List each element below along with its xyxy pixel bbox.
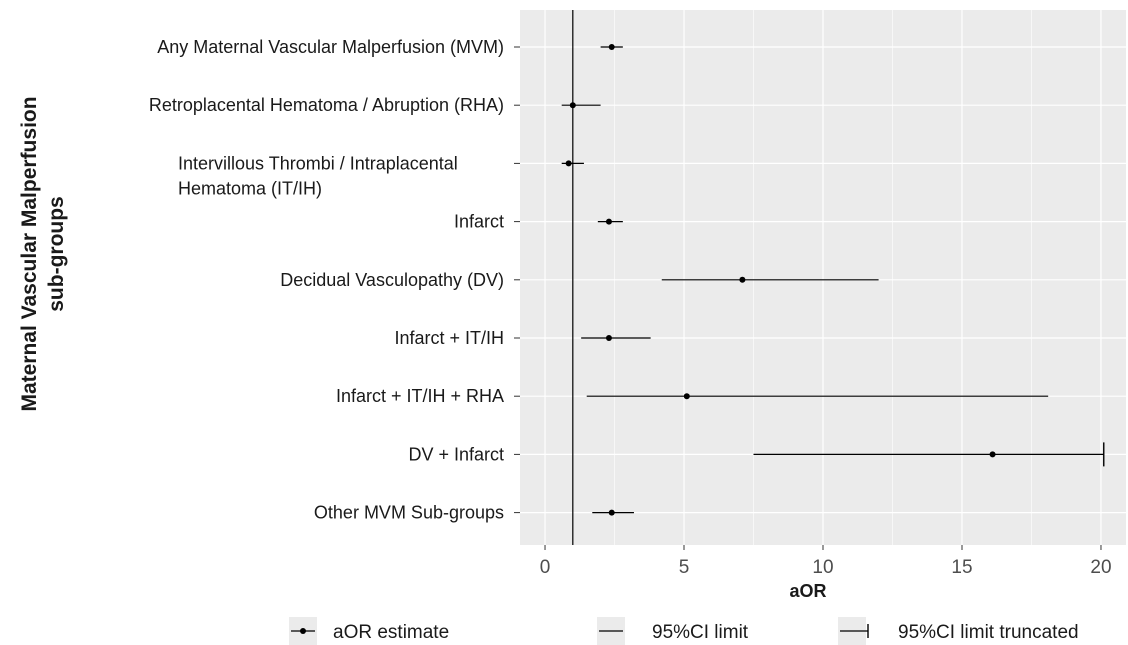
category-label: Intervillous Thrombi / Intraplacental Hem… (178, 153, 458, 198)
estimate-point (608, 509, 615, 516)
estimate-point (989, 451, 996, 458)
category-label: Retroplacental Hematoma / Abruption (RHA… (149, 95, 504, 115)
estimate-point (565, 160, 572, 167)
estimate-point (605, 335, 612, 341)
category-label-line: Retroplacental Hematoma / Abruption (RHA… (149, 95, 504, 115)
y-axis-title: Maternal Vascular Malperfusion sub-groups (18, 96, 68, 411)
category-label-line: Hematoma (IT/IH) (178, 178, 322, 198)
category-label-line: Infarct + IT/IH (394, 328, 504, 348)
x-tick-label: 5 (679, 557, 690, 578)
category-label-line: Infarct (454, 212, 504, 232)
legend-label: aOR estimate (333, 622, 449, 643)
category-label-line: Infarct + IT/IH + RHA (336, 386, 504, 406)
data-series (561, 10, 1105, 545)
y-axis-title-line: sub-groups (45, 196, 68, 312)
y-axis-title-line: Maternal Vascular Malperfusion (18, 96, 41, 411)
category-label: Other MVM Sub-groups (314, 503, 504, 523)
category-label: Decidual Vasculopathy (DV) (280, 270, 504, 290)
category-label-line: Intervillous Thrombi / Intraplacental (178, 153, 458, 173)
x-tick-label: 10 (812, 557, 833, 578)
category-label-line: DV + Infarct (408, 444, 504, 464)
legend: aOR estimate 95%CI limit 95%CI limit trunc… (289, 617, 1079, 645)
x-tick-label: 20 (1090, 557, 1111, 578)
category-label-line: Any Maternal Vascular Malperfusion (MVM) (157, 37, 504, 57)
category-label-line: Other MVM Sub-groups (314, 503, 504, 523)
x-tick-label: 15 (951, 557, 972, 578)
category-label: DV + Infarct (408, 444, 504, 464)
category-label: Any Maternal Vascular Malperfusion (MVM) (157, 37, 504, 57)
estimate-point (608, 44, 615, 50)
category-label-line: Decidual Vasculopathy (DV) (280, 270, 504, 290)
category-label: Infarct (454, 212, 504, 232)
estimate-point (683, 393, 690, 400)
legend-label: 95%CI limit (652, 622, 749, 643)
legend-label: 95%CI limit truncated (898, 622, 1079, 643)
legend-key-point (300, 628, 306, 634)
category-labels: Any Maternal Vascular Malperfusion (MVM)… (149, 37, 504, 523)
x-axis-title: aOR (789, 581, 826, 601)
x-tick-label: 0 (540, 557, 551, 578)
estimate-point (739, 276, 746, 283)
x-axis: 0 5 10 15 20 (514, 46, 1112, 578)
category-label: Infarct + IT/IH + RHA (336, 386, 504, 406)
category-label: Infarct + IT/IH (394, 328, 504, 348)
estimate-point (605, 218, 612, 225)
